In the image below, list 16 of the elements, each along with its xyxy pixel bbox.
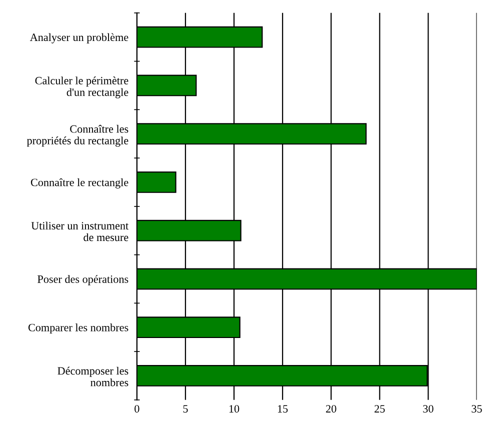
x-tick-label: 10 xyxy=(229,405,240,413)
y-tick-label: Connaître les propriétés du rectangle xyxy=(26,124,128,147)
y-tick-label: Analyser un problème xyxy=(30,33,128,44)
y-tick-label: Décomposer les nombres xyxy=(58,366,128,386)
x-tick-label: 25 xyxy=(374,405,385,413)
x-tick-label: 20 xyxy=(326,405,336,413)
x-tick-label: 5 xyxy=(183,405,188,413)
y-tick-label: Utiliser un instrument de mesure xyxy=(31,222,129,242)
x-tick-label: 0 xyxy=(134,405,140,413)
y-tick-label: Calculer le périmètre d'un rectangle xyxy=(35,76,128,98)
x-tick-label: 30 xyxy=(423,405,434,413)
y-tick-label: Comparer les nombres xyxy=(28,323,128,334)
x-tick-label: 35 xyxy=(472,405,482,413)
y-tick-label: Connaître le rectangle xyxy=(30,178,128,188)
y-tick-label: Poser des opérations xyxy=(38,275,128,286)
x-tick-label: 15 xyxy=(278,405,288,413)
